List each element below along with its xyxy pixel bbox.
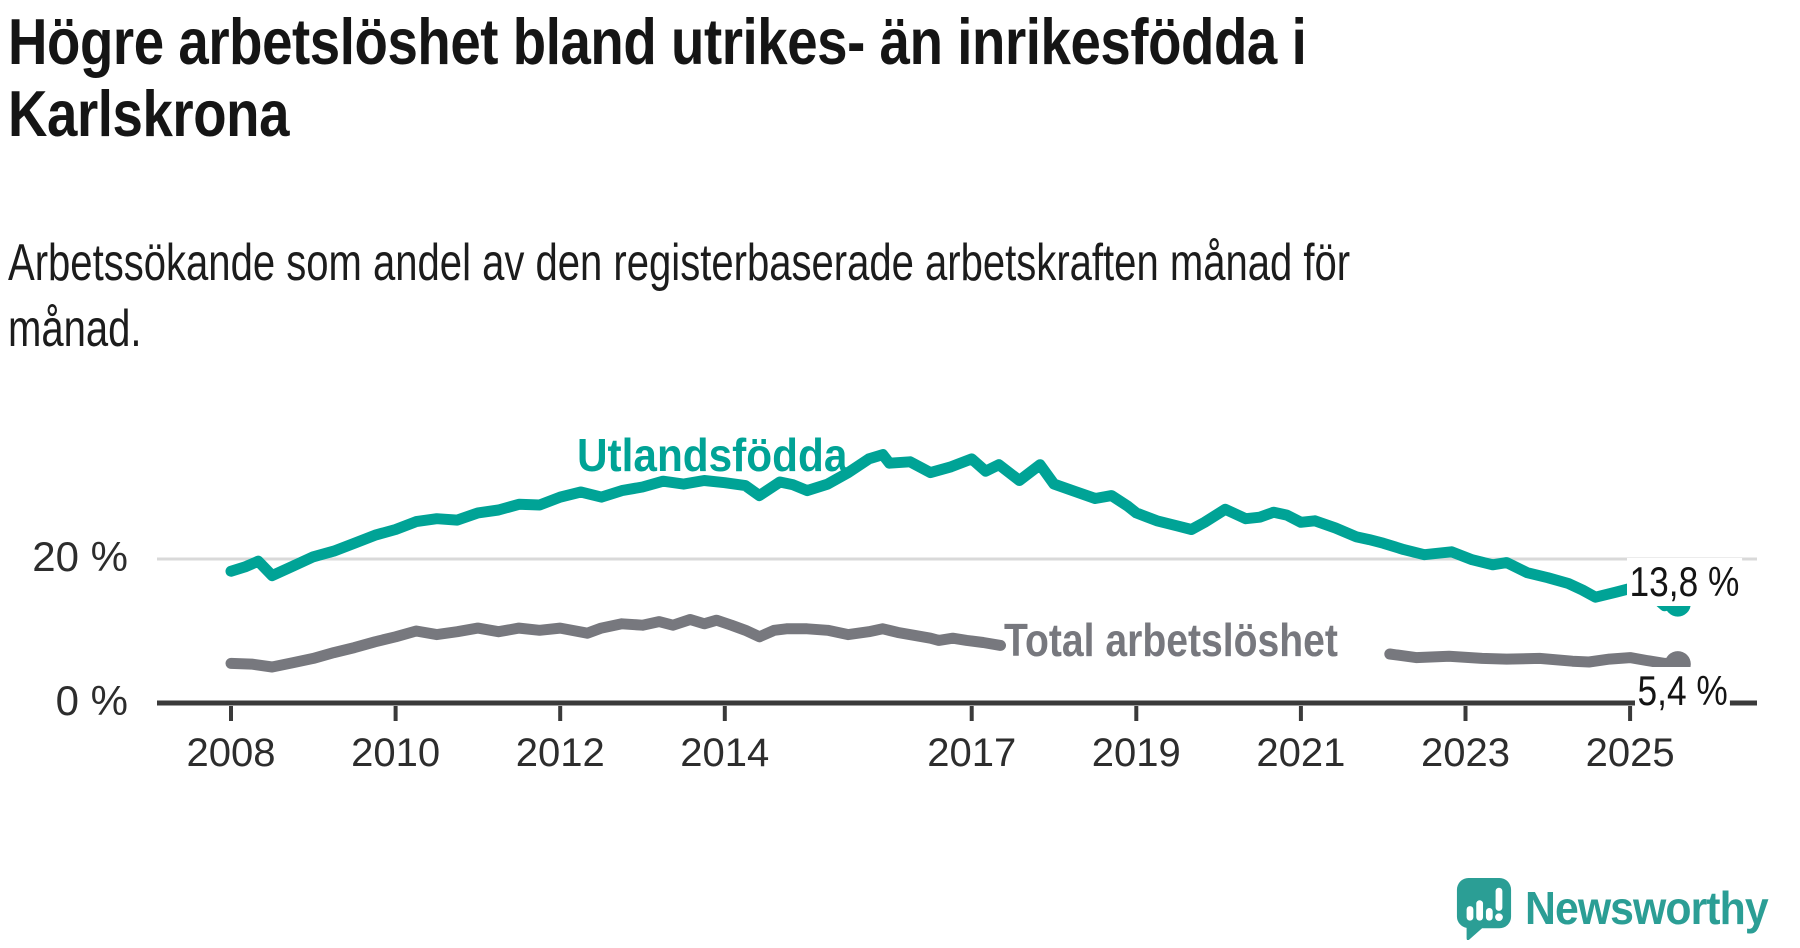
bar-2 [1476,900,1484,921]
x-tick-label-2019: 2019 [1092,731,1181,775]
x-tick-label-2021: 2021 [1256,731,1345,775]
x-tick-label-2025: 2025 [1586,731,1675,775]
bar-3 [1485,908,1493,921]
speech-bubble-shape [1456,878,1512,940]
page-title-line-1: Högre arbetslöshet bland utrikes- än inr… [8,5,1307,78]
series-line-total [225,614,1006,673]
series-line-utlandsfodda [225,449,1684,612]
chart-subtitle-line-2: månad. [8,300,142,358]
page-title: Högre arbetslöshet bland utrikes- än inr… [8,5,1307,150]
y-axis-label-0: 0 % [55,677,128,724]
page-title-line-2: Karlskrona [8,77,290,150]
exclamation-stem [1495,887,1503,911]
bar-1 [1466,906,1474,921]
x-tick-label-2010: 2010 [351,731,440,775]
y-axis-label-20: 20 % [32,533,128,580]
chart-subtitle: Arbetssökande som andel av den registerb… [8,230,1350,362]
series-label-utlandsfodda: Utlandsfödda [577,429,848,481]
x-tick-label-2012: 2012 [516,731,605,775]
newsworthy-logo-icon [1456,878,1512,940]
end-value-label-total: 5,4 % [1635,667,1731,715]
newsworthy-logo: Newsworthy [1455,876,1786,940]
series-label-total: Total arbetslöshet [1004,614,1338,666]
newsworthy-logo-text: Newsworthy [1525,882,1769,934]
end-value-label-utlandsfodda: 13,8 % [1627,558,1742,606]
exclamation-dot [1495,913,1503,922]
x-tick-label-2017: 2017 [927,731,1016,775]
series-line-total-after-label [1384,648,1684,670]
x-tick-label-2023: 2023 [1421,731,1510,775]
chart-subtitle-line-1: Arbetssökande som andel av den registerb… [8,234,1351,292]
x-tick-label-2014: 2014 [680,731,769,775]
x-tick-label-2008: 2008 [187,731,276,775]
